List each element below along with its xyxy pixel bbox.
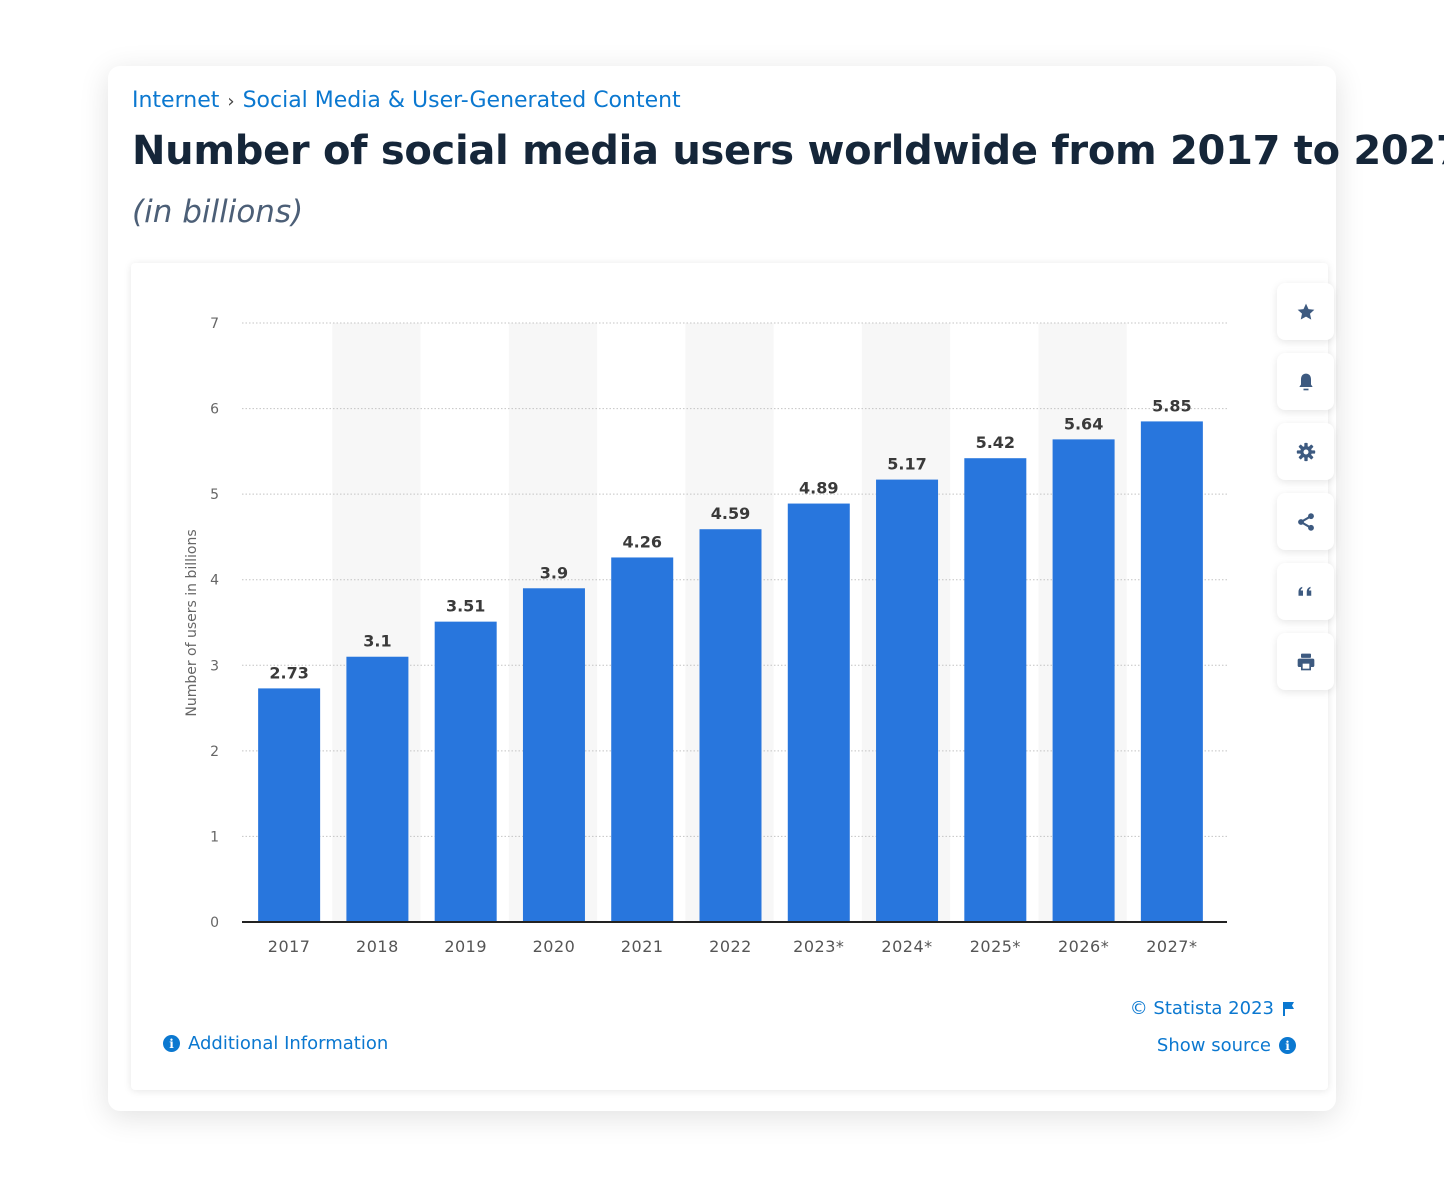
additional-information-label: Additional Information bbox=[188, 1033, 389, 1054]
breadcrumb: Internet › Social Media & User-Generated C… bbox=[132, 88, 681, 113]
y-tick-label: 4 bbox=[210, 573, 219, 589]
bar-chart: 0 1 2 3 4 5 6 7 Number of users in billions 2.73 2… bbox=[184, 316, 1227, 956]
x-tick-label: 2021 bbox=[621, 937, 664, 956]
notification-button[interactable] bbox=[1277, 353, 1334, 410]
bar-2023* bbox=[787, 503, 850, 922]
page-title: Number of social media users worldwide f… bbox=[132, 128, 1444, 174]
page-subtitle: (in billions) bbox=[132, 194, 304, 230]
favorite-button[interactable] bbox=[1277, 283, 1334, 340]
bar-2027* bbox=[1140, 421, 1203, 922]
data-label: 5.42 bbox=[976, 433, 1015, 452]
data-label: 4.26 bbox=[622, 532, 661, 551]
x-tick-label: 2022 bbox=[709, 937, 752, 956]
statista-copyright-link[interactable]: © Statista 2023 bbox=[1130, 998, 1296, 1019]
additional-information-link[interactable]: i Additional Information bbox=[163, 1033, 388, 1054]
info-icon: i bbox=[163, 1035, 180, 1052]
y-tick-label: 6 bbox=[210, 402, 219, 418]
breadcrumb-internet[interactable]: Internet bbox=[132, 88, 220, 113]
bell-icon bbox=[1298, 373, 1313, 390]
star-icon bbox=[1297, 303, 1314, 320]
y-tick-label: 5 bbox=[210, 487, 219, 503]
x-tick-label: 2023* bbox=[793, 937, 844, 956]
data-label: 4.59 bbox=[711, 504, 750, 523]
chart-panel: 0 1 2 3 4 5 6 7 Number of users in billions 2.73 2… bbox=[131, 263, 1334, 1090]
x-tick-label: 2024* bbox=[881, 937, 932, 956]
data-label: 3.1 bbox=[363, 632, 391, 651]
bar-2017 bbox=[258, 688, 321, 922]
quote-icon bbox=[1298, 586, 1311, 596]
settings-button[interactable] bbox=[1277, 423, 1334, 480]
statistic-card: Internet › Social Media & User-Generated C… bbox=[108, 66, 1444, 1111]
x-tick-label: 2020 bbox=[533, 937, 576, 956]
data-label: 2.73 bbox=[269, 663, 308, 682]
x-tick-label: 2017 bbox=[268, 937, 311, 956]
bar-2021 bbox=[611, 557, 674, 922]
data-label: 5.85 bbox=[1152, 396, 1191, 415]
print-button[interactable] bbox=[1277, 633, 1334, 690]
chart-toolbar bbox=[1277, 283, 1334, 703]
print-icon bbox=[1297, 653, 1314, 670]
data-label: 5.17 bbox=[887, 455, 926, 474]
bar-2018 bbox=[346, 656, 409, 922]
bar-2019 bbox=[434, 621, 497, 922]
x-tick-label: 2025* bbox=[970, 937, 1021, 956]
y-tick-label: 7 bbox=[210, 316, 219, 332]
show-source-link[interactable]: Show source i bbox=[1157, 1035, 1296, 1056]
flag-icon bbox=[1283, 1001, 1294, 1016]
x-tick-label: 2027* bbox=[1146, 937, 1197, 956]
x-tick-label: 2026* bbox=[1058, 937, 1109, 956]
bar-2022 bbox=[699, 529, 762, 922]
y-tick-label: 0 bbox=[210, 915, 219, 931]
bar-2024* bbox=[876, 479, 939, 922]
show-source-label: Show source bbox=[1156, 1035, 1271, 1056]
data-label: 3.51 bbox=[446, 597, 485, 616]
y-tick-label: 3 bbox=[210, 658, 219, 674]
share-icon bbox=[1297, 512, 1314, 531]
copyright-label: © Statista 2023 bbox=[1129, 998, 1274, 1019]
data-label: 4.89 bbox=[799, 479, 838, 498]
x-tick-label: 2018 bbox=[356, 937, 399, 956]
bar-2020 bbox=[522, 588, 585, 922]
breadcrumb-social-media[interactable]: Social Media & User-Generated Content bbox=[242, 88, 681, 113]
y-tick-label: 2 bbox=[210, 744, 219, 760]
cite-button[interactable] bbox=[1277, 563, 1334, 620]
share-button[interactable] bbox=[1277, 493, 1334, 550]
data-label: 3.9 bbox=[540, 563, 568, 582]
info-icon: i bbox=[1279, 1037, 1296, 1054]
y-axis-label: Number of users in billions bbox=[184, 529, 200, 716]
gear-icon bbox=[1296, 442, 1315, 461]
breadcrumb-separator: › bbox=[227, 91, 235, 112]
y-tick-label: 1 bbox=[210, 829, 219, 845]
bar-2026* bbox=[1052, 439, 1115, 922]
x-tick-label: 2019 bbox=[444, 937, 487, 956]
bar-2025* bbox=[964, 458, 1027, 922]
data-label: 5.64 bbox=[1064, 414, 1103, 433]
